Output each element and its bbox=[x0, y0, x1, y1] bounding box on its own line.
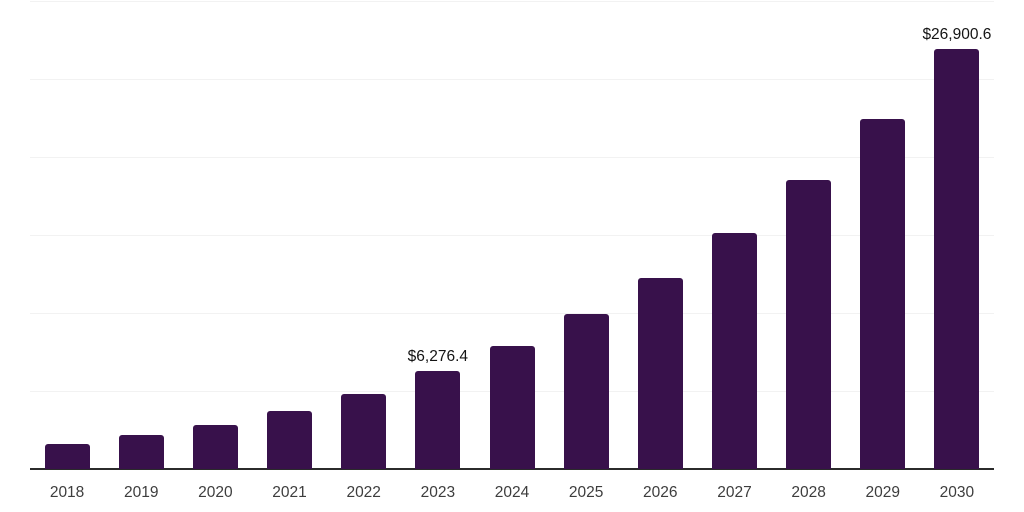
x-tick-label-2027: 2027 bbox=[717, 484, 752, 501]
x-tick-label-2025: 2025 bbox=[568, 484, 604, 501]
bar-2020 bbox=[192, 424, 238, 469]
gridline bbox=[30, 157, 994, 158]
bar-value-label-2030: $26,900.6 bbox=[922, 25, 992, 43]
gridline bbox=[30, 1, 994, 2]
bar-2021 bbox=[267, 410, 313, 469]
plot-area: $6,276.4 $26,900.6 bbox=[30, 1, 994, 470]
gridline bbox=[30, 79, 994, 80]
x-axis: 2018 2019 2020 2021 2022 2023 2024 2025 2026 2027… bbox=[30, 484, 994, 506]
x-tick-label-2029: 2029 bbox=[865, 484, 901, 501]
bar-2030 bbox=[934, 49, 980, 469]
x-tick-label-2028: 2028 bbox=[791, 484, 826, 501]
x-axis-line bbox=[30, 468, 994, 470]
bar-2029 bbox=[860, 119, 906, 469]
bar-2023 bbox=[415, 371, 461, 469]
x-tick-label-2020: 2020 bbox=[198, 484, 233, 501]
x-tick-label-2024: 2024 bbox=[494, 484, 530, 501]
bar-2028 bbox=[786, 180, 832, 469]
gridline bbox=[30, 313, 994, 314]
x-tick-label-2026: 2026 bbox=[643, 484, 678, 501]
bar-2025 bbox=[563, 314, 609, 469]
bar-2022 bbox=[341, 394, 387, 469]
x-tick-label-2030: 2030 bbox=[939, 484, 975, 501]
x-tick-label-2018: 2018 bbox=[49, 484, 85, 501]
x-tick-label-2023: 2023 bbox=[420, 484, 456, 501]
x-tick-label-2021: 2021 bbox=[272, 484, 307, 501]
bar-value-label-2023: $6,276.4 bbox=[407, 347, 469, 365]
bar-2024 bbox=[489, 345, 535, 469]
gridline bbox=[30, 235, 994, 236]
x-tick-label-2019: 2019 bbox=[123, 484, 159, 501]
x-tick-label-2022: 2022 bbox=[346, 484, 381, 501]
bar-2027 bbox=[711, 233, 757, 469]
bar-2019 bbox=[118, 435, 164, 469]
bar-2026 bbox=[637, 277, 683, 469]
bar-2018 bbox=[44, 444, 90, 469]
